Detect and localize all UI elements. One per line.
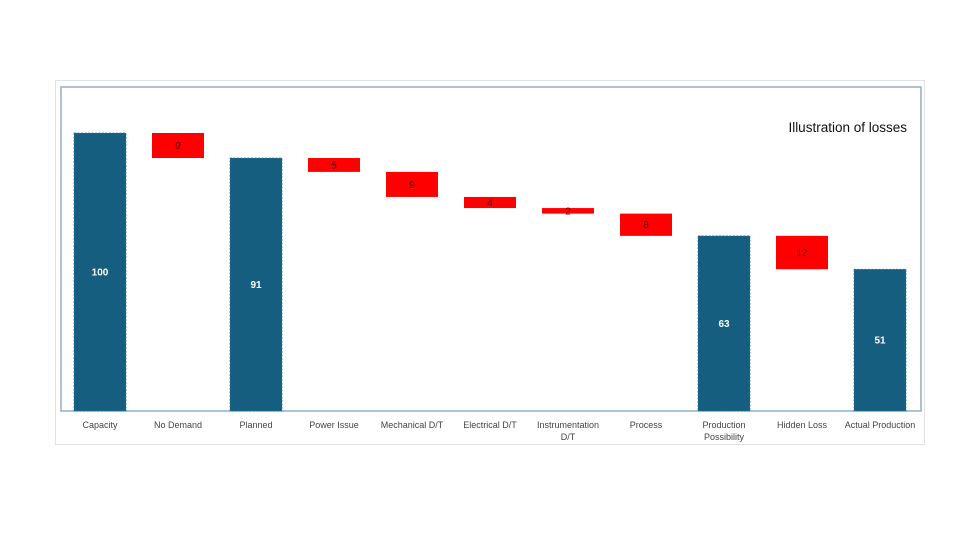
loss-bar-no-demand	[152, 133, 204, 159]
loss-bar-process	[620, 213, 672, 236]
total-bar-capacity	[73, 132, 127, 412]
data-label-process: 8	[643, 220, 649, 231]
bars-layer	[73, 132, 907, 412]
data-label-hidden-loss: 12	[796, 248, 808, 259]
data-label-actual-production: 51	[874, 336, 886, 347]
data-label-mechanical-d-t: 9	[409, 180, 415, 191]
data-label-capacity: 100	[92, 268, 109, 279]
category-tick-label: Planned	[239, 420, 272, 430]
category-tick-label: Power Issue	[309, 420, 359, 430]
loss-bar-electrical-d-t	[464, 196, 516, 209]
data-label-instrumentation-d-t: 2	[565, 206, 571, 217]
total-bar-actual-production	[853, 268, 907, 412]
total-bar-planned	[229, 157, 283, 412]
data-label-planned: 91	[250, 280, 262, 291]
loss-bar-hidden-loss	[776, 235, 828, 270]
waterfall-chart: Illustration of losses 100 9 91 5 9 4 2 8 63 12 51…	[60, 86, 922, 442]
loss-bar-instrumentation-d-t	[542, 208, 594, 214]
category-tick-label: Hidden Loss	[777, 420, 828, 430]
loss-bar-power-issue	[308, 158, 360, 172]
data-label-electrical-d-t: 4	[487, 198, 493, 209]
total-bar-production-possibility	[697, 235, 751, 412]
chart-frame: Illustration of losses 100 9 91 5 9 4 2 8 63 12 51…	[55, 80, 925, 445]
category-tick-label: Production Possibility	[702, 420, 745, 442]
data-label-production-possibility: 63	[718, 319, 730, 330]
data-label-power-issue: 5	[331, 160, 337, 171]
loss-bar-mechanical-d-t	[386, 171, 438, 197]
category-tick-label: Process	[630, 420, 663, 430]
category-tick-label: Mechanical D/T	[381, 420, 444, 430]
category-tick-label: No Demand	[154, 420, 202, 430]
category-tick-label: Instrumentation D/T	[537, 420, 599, 442]
category-axis: Capacity No Demand Planned Power Issue Mecha…	[82, 420, 915, 442]
plot-area-border	[60, 86, 922, 412]
labels-layer: 100 9 91 5 9 4 2 8 63 12 51	[92, 141, 886, 347]
category-tick-label: Capacity	[82, 420, 118, 430]
data-label-no-demand: 9	[175, 141, 181, 152]
category-tick-label: Electrical D/T	[463, 420, 517, 430]
chart-title: Illustration of losses	[788, 120, 907, 135]
category-tick-label: Actual Production	[845, 420, 916, 430]
